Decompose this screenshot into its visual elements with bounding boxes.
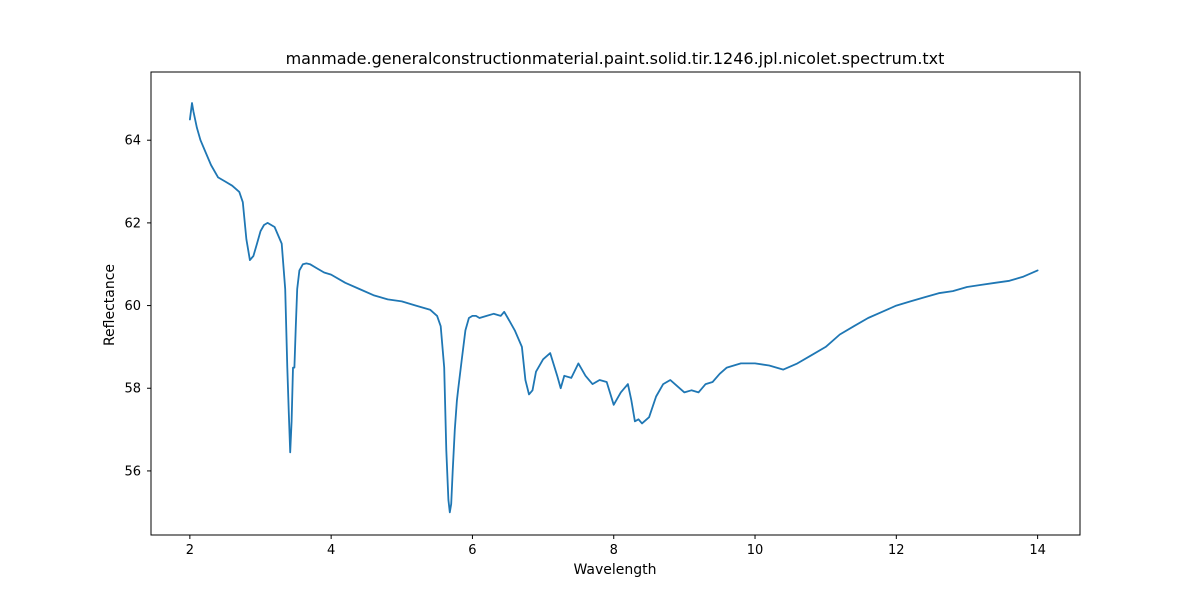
x-tick-label: 14 [1029,543,1046,558]
series-line-0 [188,102,1039,514]
x-tick-label: 12 [888,543,905,558]
x-axis: 2 4 6 8 10 12 14 [186,535,1046,558]
plot-frame [150,71,1081,536]
chart-title: manmade.generalconstructionmaterial.pain… [286,49,945,68]
x-tick-label: 4 [327,543,335,558]
x-axis-label: Wavelength [573,562,656,578]
x-tick-label: 8 [610,543,618,558]
y-tick-label: 64 [124,134,141,149]
y-tick-label: 60 [124,299,141,314]
y-axis: 56 58 60 62 64 [124,134,151,479]
y-tick-label: 62 [124,216,141,231]
x-tick-label: 6 [468,543,476,558]
plot-area [150,71,1081,536]
x-tick-label: 2 [186,543,194,558]
y-tick-label: 58 [124,382,141,397]
y-tick-label: 56 [124,464,141,479]
y-axis-label: Reflectance [102,264,118,346]
x-tick-label: 10 [747,543,764,558]
